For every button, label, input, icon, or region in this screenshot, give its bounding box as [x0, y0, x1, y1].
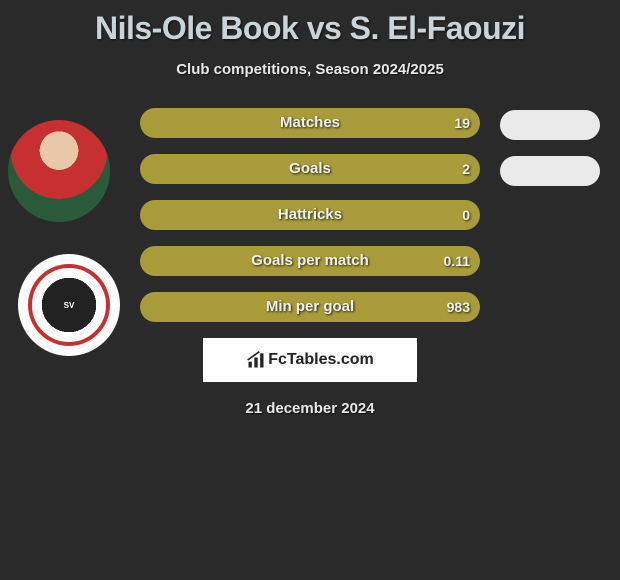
- club-badge: SV: [18, 254, 120, 356]
- bar-chart-icon: [246, 350, 266, 370]
- stat-left-value: 0: [462, 200, 470, 230]
- stat-left-value: 0.11: [444, 246, 470, 276]
- comparison-date: 21 december 2024: [0, 400, 620, 417]
- fctables-logo: FcTables.com: [246, 350, 374, 370]
- stat-label: Hattricks: [140, 200, 480, 230]
- player-avatar: [8, 120, 110, 222]
- stat-left-value: 2: [462, 154, 470, 184]
- content-area: SV Matches 19 Goals 2 Hattricks 0 Goals …: [0, 108, 620, 417]
- source-logo-box: FcTables.com: [203, 338, 417, 382]
- stat-row-goals: Goals 2: [140, 154, 480, 184]
- comparison-title: Nils-Ole Book vs S. El-Faouzi: [0, 0, 620, 47]
- stat-row-hattricks: Hattricks 0: [140, 200, 480, 230]
- stat-label: Goals: [140, 154, 480, 184]
- stat-label: Matches: [140, 108, 480, 138]
- club-badge-inner: SV: [28, 264, 110, 346]
- stat-left-value: 983: [447, 292, 470, 322]
- stat-label: Min per goal: [140, 292, 480, 322]
- stat-row-mpg: Min per goal 983: [140, 292, 480, 322]
- fctables-text: FcTables.com: [268, 351, 374, 369]
- stat-bars: Matches 19 Goals 2 Hattricks 0 Goals per…: [140, 108, 480, 322]
- stat-row-gpm: Goals per match 0.11: [140, 246, 480, 276]
- stat-label: Goals per match: [140, 246, 480, 276]
- right-stat-pill-matches: [500, 110, 600, 140]
- stat-row-matches: Matches 19: [140, 108, 480, 138]
- right-stat-pill-goals: [500, 156, 600, 186]
- club-badge-text: SV: [64, 301, 75, 310]
- stat-left-value: 19: [454, 108, 470, 138]
- comparison-subtitle: Club competitions, Season 2024/2025: [0, 61, 620, 78]
